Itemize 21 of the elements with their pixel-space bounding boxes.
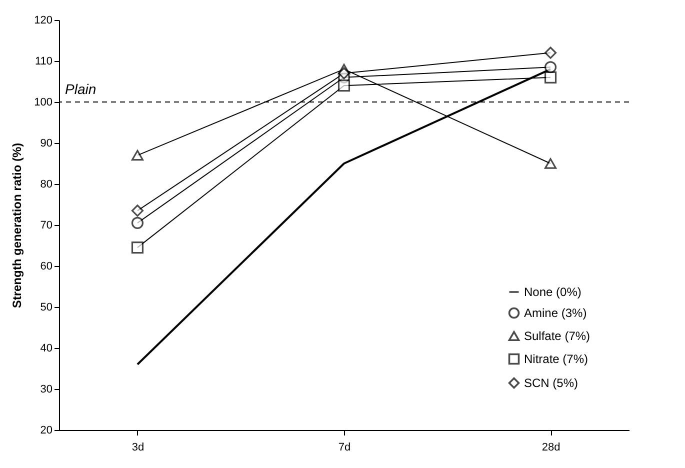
ref-line-label: Plain bbox=[65, 81, 96, 97]
legend-label: Amine (3%) bbox=[524, 306, 587, 320]
y-tick-label: 90 bbox=[40, 138, 52, 150]
y-tick-label: 120 bbox=[34, 14, 52, 26]
y-tick-label: 100 bbox=[34, 96, 52, 108]
legend-label: Nitrate (7%) bbox=[524, 352, 588, 366]
y-tick-label: 60 bbox=[40, 260, 52, 272]
legend-label: None (0%) bbox=[524, 285, 582, 299]
y-tick-label: 80 bbox=[40, 178, 52, 190]
y-tick-label: 110 bbox=[34, 56, 52, 68]
y-axis-title: Strength generation ratio (%) bbox=[10, 142, 24, 308]
legend-label: Sulfate (7%) bbox=[524, 329, 590, 343]
x-tick-label: 7d bbox=[338, 442, 351, 454]
x-tick-label: 28d bbox=[542, 442, 560, 454]
y-tick-label: 20 bbox=[40, 424, 52, 436]
y-tick-label: 50 bbox=[40, 302, 52, 314]
legend-label: SCN (5%) bbox=[524, 376, 578, 390]
y-tick-label: 30 bbox=[40, 384, 52, 396]
y-tick-label: 40 bbox=[40, 342, 52, 354]
y-tick-label: 70 bbox=[40, 220, 52, 232]
x-tick-label: 3d bbox=[132, 442, 144, 454]
